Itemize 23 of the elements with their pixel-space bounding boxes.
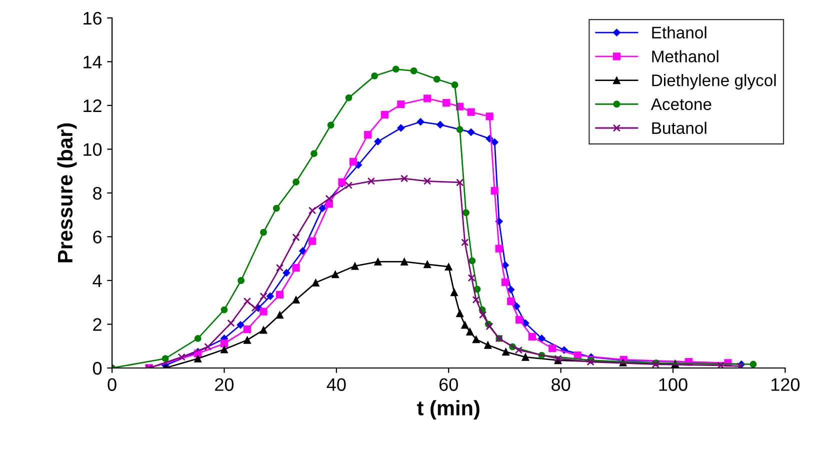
y-axis-title: Pressure (bar) xyxy=(57,123,77,262)
y-tick-label: 2 xyxy=(93,318,102,331)
x-axis-title: t (min) xyxy=(417,400,480,420)
y-tick-label: 6 xyxy=(93,230,102,244)
y-tick-label: 12 xyxy=(84,99,102,112)
y-tick-label: 16 xyxy=(84,12,102,25)
legend-label: Methanol xyxy=(652,50,718,62)
legend-label: Butanol xyxy=(652,122,706,134)
x-tick-label: 60 xyxy=(439,378,458,391)
y-tick-label: 4 xyxy=(92,274,102,288)
y-tick-label: 10 xyxy=(84,143,102,156)
x-tick-label: 40 xyxy=(326,378,346,391)
x-tick-label: 100 xyxy=(659,378,688,391)
legend-label: Diethylene glycol xyxy=(652,74,776,90)
y-tick-label: 8 xyxy=(93,186,102,200)
legend-label: Ethanol xyxy=(652,26,706,39)
y-tick-label: 14 xyxy=(84,56,102,68)
legend-label: Acetone xyxy=(650,98,712,110)
x-tick-label: 20 xyxy=(215,378,234,391)
x-tick-label: 0 xyxy=(108,378,116,391)
x-tick-label: 80 xyxy=(552,378,570,391)
y-tick-label: 0 xyxy=(92,362,102,375)
x-tick-label: 120 xyxy=(771,378,800,391)
